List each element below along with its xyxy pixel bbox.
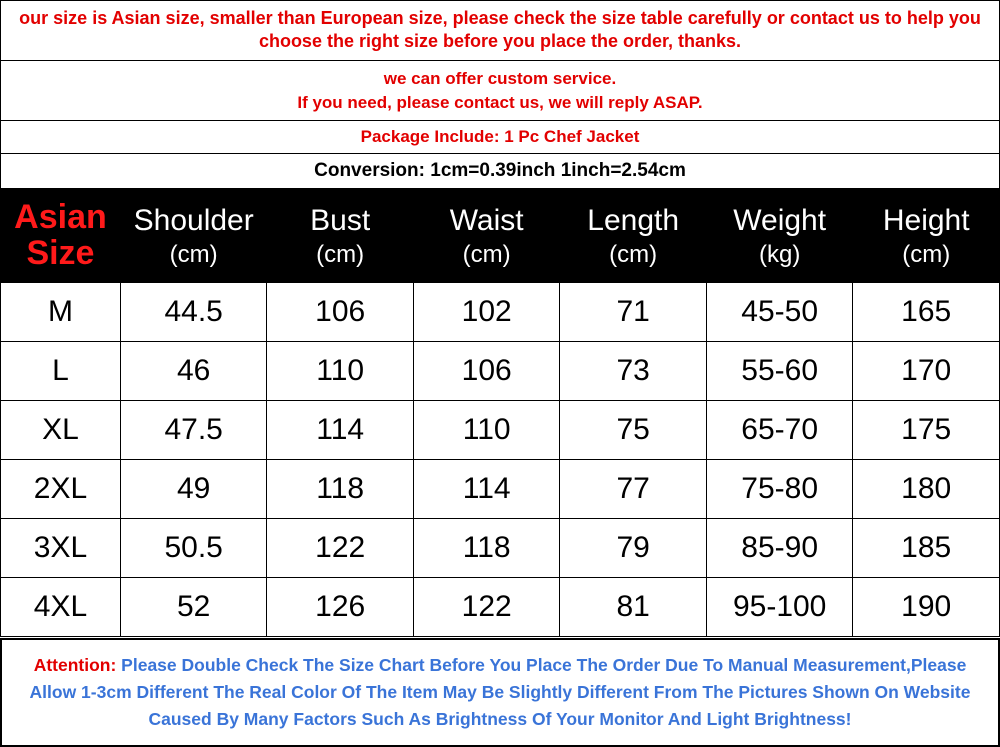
notice-custom-line1: we can offer custom service. xyxy=(384,69,616,88)
table-row: 4XL 52 126 122 81 95-100 190 xyxy=(1,577,1000,636)
cell-weight: 45-50 xyxy=(706,282,853,341)
header-length: Length (cm) xyxy=(560,190,707,282)
cell-height: 170 xyxy=(853,341,1000,400)
cell-waist: 114 xyxy=(413,459,560,518)
cell-length: 79 xyxy=(560,518,707,577)
header-length-label: Length xyxy=(564,202,702,240)
notice-block: our size is Asian size, smaller than Eur… xyxy=(0,0,1000,189)
cell-length: 77 xyxy=(560,459,707,518)
header-shoulder: Shoulder (cm) xyxy=(120,190,267,282)
cell-size: L xyxy=(1,341,121,400)
header-size: Size xyxy=(5,236,116,272)
notice-package: Package Include: 1 Pc Chef Jacket xyxy=(1,121,999,154)
size-table: Asian Size Shoulder (cm) Bust (cm) Waist… xyxy=(0,189,1000,636)
table-row: L 46 110 106 73 55-60 170 xyxy=(1,341,1000,400)
header-bust: Bust (cm) xyxy=(267,190,414,282)
cell-bust: 122 xyxy=(267,518,414,577)
header-shoulder-unit: (cm) xyxy=(125,240,263,270)
notice-custom-service: we can offer custom service. If you need… xyxy=(1,61,999,122)
cell-size: 4XL xyxy=(1,577,121,636)
cell-weight: 95-100 xyxy=(706,577,853,636)
cell-size: 3XL xyxy=(1,518,121,577)
header-height-unit: (cm) xyxy=(857,240,995,270)
header-weight-label: Weight xyxy=(711,202,849,240)
attention-label: Attention: xyxy=(34,655,117,675)
table-header-row: Asian Size Shoulder (cm) Bust (cm) Waist… xyxy=(1,190,1000,282)
table-row: 3XL 50.5 122 118 79 85-90 185 xyxy=(1,518,1000,577)
cell-bust: 114 xyxy=(267,400,414,459)
header-waist-label: Waist xyxy=(418,202,556,240)
cell-weight: 85-90 xyxy=(706,518,853,577)
notice-conversion: Conversion: 1cm=0.39inch 1inch=2.54cm xyxy=(1,154,999,188)
cell-shoulder: 49 xyxy=(120,459,267,518)
cell-height: 165 xyxy=(853,282,1000,341)
cell-bust: 106 xyxy=(267,282,414,341)
header-height: Height (cm) xyxy=(853,190,1000,282)
cell-bust: 110 xyxy=(267,341,414,400)
cell-height: 175 xyxy=(853,400,1000,459)
cell-length: 71 xyxy=(560,282,707,341)
notice-custom-line2: If you need, please contact us, we will … xyxy=(297,93,702,112)
cell-height: 190 xyxy=(853,577,1000,636)
table-row: XL 47.5 114 110 75 65-70 175 xyxy=(1,400,1000,459)
cell-shoulder: 52 xyxy=(120,577,267,636)
header-waist: Waist (cm) xyxy=(413,190,560,282)
header-length-unit: (cm) xyxy=(564,240,702,270)
cell-size: 2XL xyxy=(1,459,121,518)
attention-block: Attention: Please Double Check The Size … xyxy=(0,638,1000,747)
header-bust-unit: (cm) xyxy=(271,240,409,270)
cell-weight: 65-70 xyxy=(706,400,853,459)
cell-waist: 118 xyxy=(413,518,560,577)
header-asian-size: Asian Size xyxy=(1,190,121,282)
notice-asian-size: our size is Asian size, smaller than Eur… xyxy=(1,1,999,61)
cell-bust: 126 xyxy=(267,577,414,636)
header-weight-unit: (kg) xyxy=(711,240,849,270)
cell-length: 73 xyxy=(560,341,707,400)
table-row: 2XL 49 118 114 77 75-80 180 xyxy=(1,459,1000,518)
cell-bust: 118 xyxy=(267,459,414,518)
cell-shoulder: 46 xyxy=(120,341,267,400)
header-asian: Asian xyxy=(5,200,116,236)
size-chart-container: our size is Asian size, smaller than Eur… xyxy=(0,0,1000,747)
header-height-label: Height xyxy=(857,202,995,240)
cell-length: 81 xyxy=(560,577,707,636)
cell-size: M xyxy=(1,282,121,341)
cell-height: 185 xyxy=(853,518,1000,577)
cell-waist: 110 xyxy=(413,400,560,459)
cell-waist: 102 xyxy=(413,282,560,341)
header-waist-unit: (cm) xyxy=(418,240,556,270)
header-shoulder-label: Shoulder xyxy=(125,202,263,240)
cell-height: 180 xyxy=(853,459,1000,518)
header-bust-label: Bust xyxy=(271,202,409,240)
cell-shoulder: 50.5 xyxy=(120,518,267,577)
cell-weight: 55-60 xyxy=(706,341,853,400)
table-body: M 44.5 106 102 71 45-50 165 L 46 110 106… xyxy=(1,282,1000,636)
cell-length: 75 xyxy=(560,400,707,459)
attention-body: Please Double Check The Size Chart Befor… xyxy=(30,655,971,729)
cell-weight: 75-80 xyxy=(706,459,853,518)
table-row: M 44.5 106 102 71 45-50 165 xyxy=(1,282,1000,341)
header-weight: Weight (kg) xyxy=(706,190,853,282)
cell-waist: 122 xyxy=(413,577,560,636)
cell-waist: 106 xyxy=(413,341,560,400)
cell-shoulder: 44.5 xyxy=(120,282,267,341)
cell-shoulder: 47.5 xyxy=(120,400,267,459)
cell-size: XL xyxy=(1,400,121,459)
